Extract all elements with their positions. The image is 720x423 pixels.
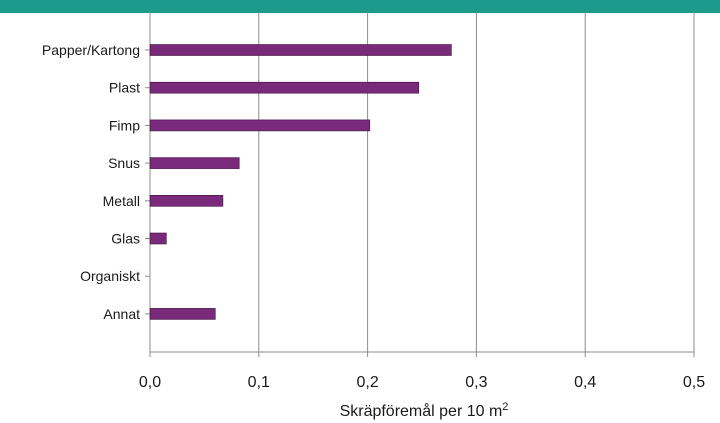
category-label: Glas xyxy=(111,231,140,247)
category-label: Fimp xyxy=(109,117,140,133)
top-color-band xyxy=(0,0,720,13)
bar-papper-kartong xyxy=(149,44,452,56)
bar-annat xyxy=(149,308,216,320)
bar-metall xyxy=(149,195,224,207)
category-label: Annat xyxy=(103,306,140,322)
category-labels: Papper/Kartong Plast Fimp Snus Metall Glas Org… xyxy=(42,42,140,322)
x-tick-label: 0,2 xyxy=(356,374,378,391)
x-tick-label: 0,3 xyxy=(465,374,487,391)
grid-lines xyxy=(258,12,695,352)
x-tick-label: 0,0 xyxy=(139,374,161,391)
bar-plast xyxy=(149,81,420,94)
category-label: Papper/Kartong xyxy=(42,42,140,58)
bars xyxy=(149,44,452,320)
category-label: Snus xyxy=(108,155,140,171)
bar-glas xyxy=(149,232,167,245)
bar-fimp xyxy=(149,119,371,132)
axes xyxy=(145,12,695,357)
x-tick-label: 0,1 xyxy=(248,374,270,391)
x-tick-label: 0,4 xyxy=(574,374,596,391)
x-tick-label: 0,5 xyxy=(683,374,705,391)
x-axis-title: Skräpföremål per 10 m2 xyxy=(340,401,509,420)
category-label: Organiskt xyxy=(80,268,140,284)
category-label: Metall xyxy=(103,193,140,209)
bar-snus xyxy=(149,157,240,169)
x-tick-labels: 0,0 0,1 0,2 0,3 0,4 0,5 xyxy=(139,374,705,391)
category-label: Plast xyxy=(109,80,140,96)
